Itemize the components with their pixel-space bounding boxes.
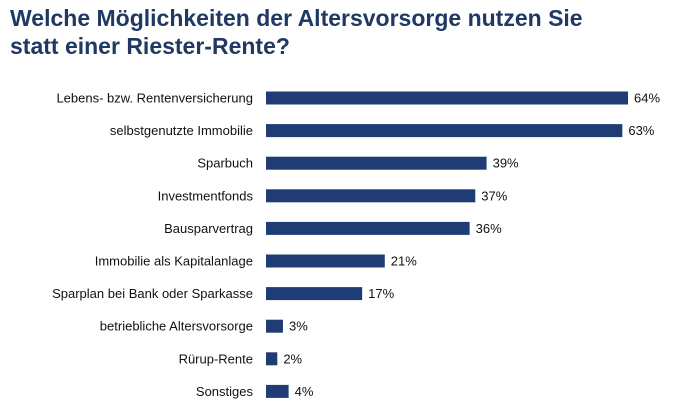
category-label: betriebliche Altersvorsorge [100, 319, 253, 334]
y-axis: Lebens- bzw. Rentenversicherung selbstgen… [52, 91, 253, 399]
bar [266, 254, 385, 268]
chart-title: Welche Möglichkeiten der Altersvorsorge … [10, 4, 690, 60]
data-label: 64% [634, 91, 660, 106]
category-label: Lebens- bzw. Rentenversicherung [56, 91, 253, 106]
category-label: Sparplan bei Bank oder Sparkasse [52, 286, 253, 301]
chart-title-line-1: Welche Möglichkeiten der Altersvorsorge … [10, 5, 583, 31]
data-label: 63% [628, 123, 654, 138]
bar [266, 124, 623, 138]
category-label: Bausparvertrag [164, 221, 253, 236]
category-label: Rürup-Rente [179, 351, 253, 366]
data-label: 21% [391, 254, 417, 269]
data-label: 39% [493, 156, 519, 171]
data-label: 2% [283, 351, 302, 366]
bar [266, 156, 487, 170]
chart-title-line-2: statt einer Riester-Rente? [10, 33, 290, 59]
bar [266, 319, 283, 333]
bar [266, 384, 289, 398]
data-label: 36% [476, 221, 502, 236]
data-label: 37% [481, 188, 507, 203]
category-label: Immobilie als Kapitalanlage [95, 254, 253, 269]
category-label: Sparbuch [197, 156, 253, 171]
category-label: selbstgenutzte Immobilie [110, 123, 253, 138]
bar [266, 221, 470, 235]
bar [266, 352, 278, 366]
bar [266, 287, 363, 301]
category-label: Investmentfonds [158, 188, 254, 203]
bar [266, 91, 628, 105]
data-label: 3% [289, 319, 308, 334]
category-label: Sonstiges [196, 384, 254, 399]
data-label: 17% [368, 286, 394, 301]
data-label: 4% [295, 384, 314, 399]
bar [266, 189, 476, 203]
